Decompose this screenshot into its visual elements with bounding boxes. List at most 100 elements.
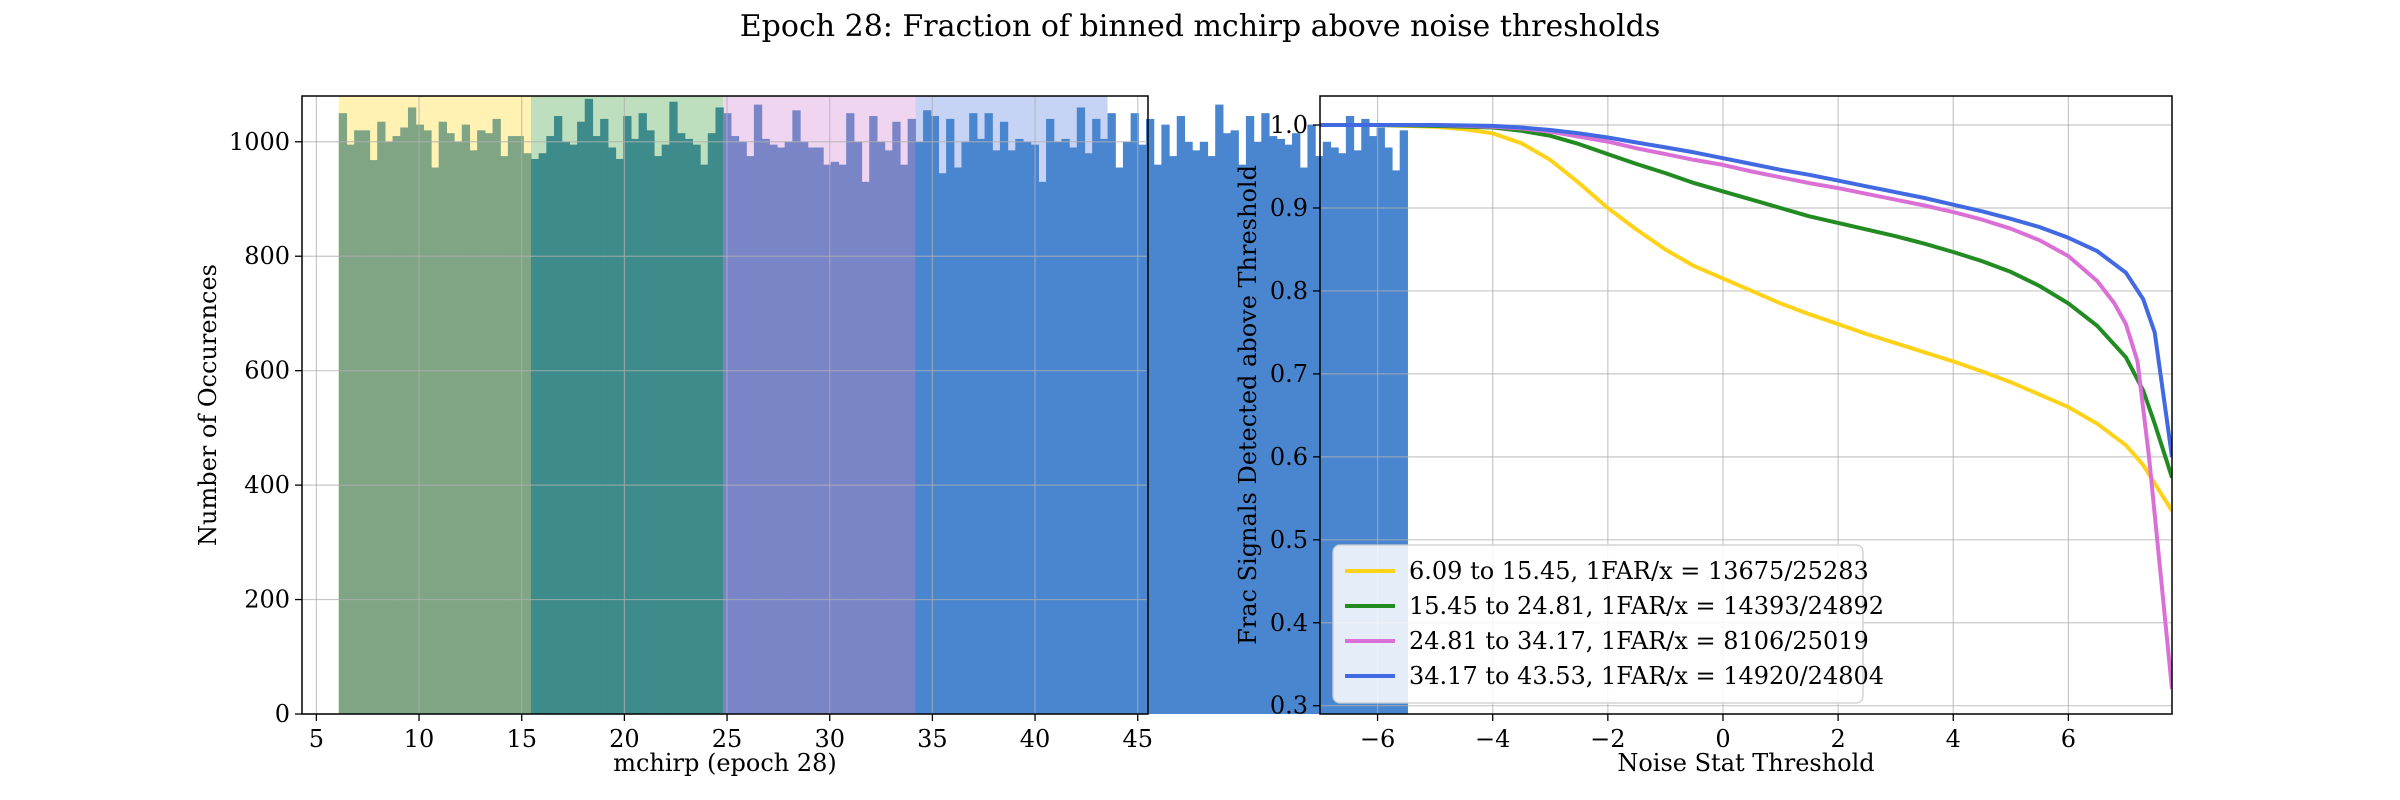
histogram-bar: [1145, 118, 1155, 714]
histogram-bar: [1184, 141, 1193, 714]
histogram-bar: [753, 104, 763, 715]
histogram-bar: [546, 136, 555, 715]
histogram-bar: [1138, 144, 1147, 714]
histogram-bar: [346, 144, 355, 714]
histogram-bar: [1169, 156, 1178, 715]
histogram-bar: [354, 130, 363, 715]
histogram-bar: [577, 121, 586, 714]
x-axis-label: Noise Stat Threshold: [1617, 749, 1874, 777]
histogram-bar: [953, 167, 963, 714]
histogram-bar: [823, 164, 832, 714]
histogram-bar: [669, 101, 678, 714]
x-tick-label: 10: [404, 725, 435, 753]
histogram-bar: [369, 160, 378, 715]
histogram-bar: [907, 118, 916, 714]
histogram-bar: [992, 150, 1001, 715]
histogram-bar: [584, 98, 594, 715]
histogram-bar: [938, 173, 947, 714]
histogram-bar: [730, 136, 740, 715]
y-tick-label: 0.4: [1270, 609, 1308, 637]
histogram-bar: [407, 107, 417, 714]
histogram-bar: [1376, 127, 1385, 714]
histogram-bar: [1176, 116, 1186, 715]
x-axis-label: mchirp (epoch 28): [613, 749, 837, 777]
y-tick-label: 1.0: [1270, 111, 1308, 139]
histogram-bar: [507, 136, 517, 715]
x-tick-label: 0: [1715, 725, 1730, 753]
histogram-bar: [1215, 104, 1224, 715]
x-tick-label: −2: [1590, 725, 1625, 753]
histogram-bar: [615, 158, 624, 714]
y-tick-label: 0.8: [1270, 277, 1308, 305]
histogram-bar: [1092, 118, 1101, 714]
y-tick-label: 0.9: [1270, 194, 1308, 222]
y-axis-label: Frac Signals Detected above Threshold: [1234, 165, 1262, 645]
figure-title: Epoch 28: Fraction of binned mchirp abov…: [740, 9, 1660, 44]
histogram-bar: [776, 147, 786, 714]
histogram-bar: [661, 144, 670, 714]
histogram-bar: [561, 141, 570, 714]
histogram-bar: [1046, 118, 1055, 714]
histogram-bar: [1245, 116, 1255, 715]
x-tick-label: 40: [1020, 725, 1051, 753]
histogram-bar: [461, 124, 471, 715]
x-tick-label: −4: [1475, 725, 1510, 753]
histogram-bar: [700, 164, 709, 714]
plot-frame: [301, 95, 1149, 715]
histogram-panel: 5 10 15 20 25 30 35 40 45 0 200 400 600 800 1000 mchirp…: [194, 95, 1408, 777]
histogram-bar: [876, 141, 886, 714]
histogram-bar: [646, 130, 655, 715]
legend-box: [1332, 544, 1864, 704]
y-tick-label: 0.5: [1270, 526, 1308, 554]
histogram-bar: [538, 153, 547, 714]
histogram-bar: [1084, 153, 1093, 714]
histogram-bar: [431, 167, 440, 714]
histogram-bar: [1099, 138, 1109, 714]
histogram-bar: [1199, 141, 1209, 714]
histogram-bar: [484, 133, 494, 714]
series-line-2: [1320, 123, 2172, 479]
histogram-bar: [607, 147, 617, 714]
x-tick-label: 2: [1830, 725, 1845, 753]
histogram-bar: [492, 118, 501, 714]
histogram-bar: [1299, 167, 1309, 714]
y-axis-label: Number of Occurences: [194, 264, 222, 546]
histogram-bar: [392, 136, 401, 715]
histogram-bar: [423, 130, 432, 715]
x-tick-label: 35: [917, 725, 948, 753]
histogram-bar: [800, 141, 809, 714]
histogram-bar: [415, 124, 424, 715]
histogram-bar: [454, 141, 463, 714]
histogram-bar: [477, 130, 486, 715]
histogram-bar: [1130, 113, 1139, 714]
histogram-bar: [377, 121, 386, 714]
histogram-bar: [769, 144, 778, 714]
histogram-bar: [1230, 130, 1239, 715]
histogram-bar: [1153, 164, 1162, 714]
histogram-bar: [1361, 118, 1370, 714]
y-tick-label: 400: [244, 471, 290, 499]
histogram-bar: [361, 130, 371, 715]
histogram-bar: [884, 150, 893, 715]
x-tick-label: 30: [814, 725, 845, 753]
histogram-bar: [923, 110, 932, 715]
histogram-bar: [569, 144, 578, 714]
histogram-bar: [1061, 138, 1070, 714]
histogram-bar: [1330, 147, 1339, 714]
histogram-bar: [861, 181, 870, 715]
histogram-bar: [915, 141, 924, 714]
threshold-line-panel: −6 −4 −2 0 2 4 6 0.3 0.4 0.5 0.6 0.7 0.8 0.9 1.0 Noise …: [1234, 95, 2173, 777]
x-tick-label: 4: [1946, 725, 1961, 753]
histogram-bar: [1276, 138, 1285, 714]
histogram-bar: [653, 156, 663, 715]
histogram-bar: [961, 141, 970, 714]
histogram-bar: [1076, 107, 1086, 714]
histogram-bar: [1192, 150, 1201, 715]
histogram-bar: [899, 164, 909, 714]
x-tick-label: 25: [712, 725, 743, 753]
legend: 6.09 to 15.45, 1FAR/x = 13675/25283 15.45…: [1332, 544, 1884, 704]
histogram-bar: [1268, 136, 1278, 715]
series-line-4: [1320, 123, 2172, 458]
histogram-bar: [1392, 170, 1401, 714]
histogram-bar: [853, 141, 863, 714]
